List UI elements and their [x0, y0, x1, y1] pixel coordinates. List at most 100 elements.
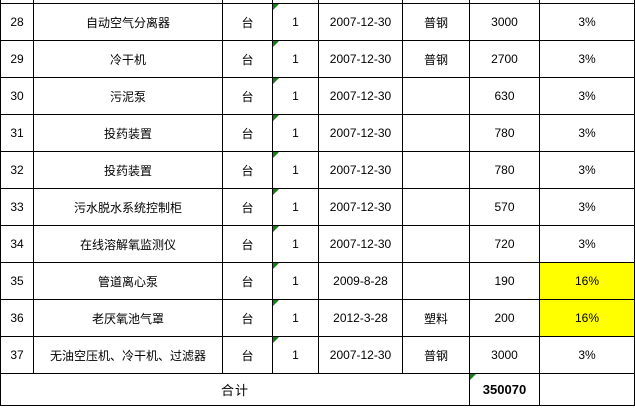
unit-cell[interactable]: 台 — [222, 77, 273, 115]
date-cell[interactable]: 2012-3-28 — [318, 299, 403, 337]
equipment-name-cell[interactable]: 投药装置 — [33, 151, 223, 189]
total-rate-cell[interactable] — [539, 373, 635, 406]
date-cell[interactable]: 2007-12-30 — [318, 114, 403, 152]
unit-cell[interactable]: 台 — [222, 225, 273, 263]
equipment-name-cell[interactable]: 无油空压机、冷干机、过滤器 — [33, 336, 223, 374]
value-cell[interactable]: 190 — [469, 262, 540, 300]
value-cell[interactable]: 2700 — [469, 40, 540, 78]
date-cell[interactable]: 2007-12-30 — [318, 188, 403, 226]
date-cell[interactable]: 2007-12-30 — [318, 3, 403, 41]
row-number-cell[interactable]: 33 — [0, 188, 34, 226]
material-cell[interactable] — [402, 262, 470, 300]
value-cell[interactable]: 780 — [469, 114, 540, 152]
total-value-cell[interactable]: 350070 — [469, 373, 540, 406]
unit-cell[interactable]: 台 — [222, 299, 273, 337]
unit-cell[interactable]: 台 — [222, 151, 273, 189]
material-cell[interactable]: 普钢 — [402, 40, 470, 78]
unit-cell[interactable]: 台 — [222, 262, 273, 300]
material-cell[interactable]: 普钢 — [402, 3, 470, 41]
date-cell[interactable]: 2007-12-30 — [318, 77, 403, 115]
table-row: 28 自动空气分离器 台 1 2007-12-30 普钢 3000 3% — [0, 3, 635, 41]
material-cell[interactable] — [402, 225, 470, 263]
cell-flag-triangle-icon — [273, 263, 279, 269]
quantity-cell[interactable]: 1 — [272, 77, 319, 115]
cell-flag-triangle-icon — [273, 4, 279, 10]
unit-cell[interactable]: 台 — [222, 336, 273, 374]
cell-flag-triangle-icon — [273, 115, 279, 121]
quantity-cell[interactable]: 1 — [272, 151, 319, 189]
row-number-cell[interactable]: 29 — [0, 40, 34, 78]
date-cell[interactable]: 2007-12-30 — [318, 225, 403, 263]
date-cell[interactable]: 2007-12-30 — [318, 336, 403, 374]
quantity-cell[interactable]: 1 — [272, 299, 319, 337]
date-cell[interactable]: 2009-8-28 — [318, 262, 403, 300]
date-cell[interactable]: 2007-12-30 — [318, 40, 403, 78]
equipment-name-cell[interactable]: 在线溶解氧监测仪 — [33, 225, 223, 263]
quantity-cell[interactable]: 1 — [272, 188, 319, 226]
value-cell[interactable]: 630 — [469, 77, 540, 115]
rate-cell[interactable]: 3% — [539, 188, 635, 226]
quantity-cell[interactable]: 1 — [272, 114, 319, 152]
cell-flag-triangle-icon — [273, 226, 279, 232]
rate-cell[interactable]: 3% — [539, 3, 635, 41]
row-number-cell[interactable]: 35 — [0, 262, 34, 300]
cell-flag-triangle-icon — [273, 41, 279, 47]
quantity-cell[interactable]: 1 — [272, 262, 319, 300]
quantity-value: 1 — [292, 15, 299, 29]
rate-cell[interactable]: 3% — [539, 336, 635, 374]
table-row: 35 管道离心泵 台 1 2009-8-28 190 16% — [0, 262, 635, 300]
equipment-name-cell[interactable]: 老厌氧池气罩 — [33, 299, 223, 337]
row-number-cell[interactable]: 34 — [0, 225, 34, 263]
unit-cell[interactable]: 台 — [222, 188, 273, 226]
rate-cell[interactable]: 3% — [539, 114, 635, 152]
rate-cell[interactable]: 3% — [539, 225, 635, 263]
quantity-value: 1 — [292, 200, 299, 214]
value-cell[interactable]: 3000 — [469, 336, 540, 374]
equipment-name-cell[interactable]: 污泥泵 — [33, 77, 223, 115]
material-cell[interactable]: 普钢 — [402, 336, 470, 374]
unit-cell[interactable]: 台 — [222, 40, 273, 78]
equipment-name-cell[interactable]: 自动空气分离器 — [33, 3, 223, 41]
cell-flag-triangle-icon — [273, 300, 279, 306]
rate-cell[interactable]: 16% — [539, 262, 635, 300]
rate-cell[interactable]: 3% — [539, 40, 635, 78]
table-row: 30 污泥泵 台 1 2007-12-30 630 3% — [0, 77, 635, 115]
quantity-cell[interactable]: 1 — [272, 3, 319, 41]
total-row: 合计 350070 — [0, 373, 635, 406]
row-number-cell[interactable]: 36 — [0, 299, 34, 337]
row-number-cell[interactable]: 32 — [0, 151, 34, 189]
date-cell[interactable]: 2007-12-30 — [318, 151, 403, 189]
value-cell[interactable]: 3000 — [469, 3, 540, 41]
quantity-value: 1 — [292, 311, 299, 325]
row-number-cell[interactable]: 30 — [0, 77, 34, 115]
rate-cell[interactable]: 3% — [539, 77, 635, 115]
rate-cell[interactable]: 3% — [539, 151, 635, 189]
quantity-value: 1 — [292, 89, 299, 103]
unit-cell[interactable]: 台 — [222, 3, 273, 41]
value-cell[interactable]: 200 — [469, 299, 540, 337]
rate-cell[interactable]: 16% — [539, 299, 635, 337]
value-cell[interactable]: 570 — [469, 188, 540, 226]
equipment-name-cell[interactable]: 污水脱水系统控制柜 — [33, 188, 223, 226]
quantity-cell[interactable]: 1 — [272, 225, 319, 263]
unit-cell[interactable]: 台 — [222, 114, 273, 152]
material-cell[interactable] — [402, 188, 470, 226]
value-cell[interactable]: 780 — [469, 151, 540, 189]
quantity-value: 1 — [292, 274, 299, 288]
row-number-cell[interactable]: 37 — [0, 336, 34, 374]
equipment-name-cell[interactable]: 管道离心泵 — [33, 262, 223, 300]
total-label-cell[interactable]: 合计 — [0, 373, 470, 406]
equipment-name-cell[interactable]: 投药装置 — [33, 114, 223, 152]
material-cell[interactable] — [402, 151, 470, 189]
material-cell[interactable] — [402, 77, 470, 115]
row-number-cell[interactable]: 28 — [0, 3, 34, 41]
table-row: 36 老厌氧池气罩 台 1 2012-3-28 塑料 200 16% — [0, 299, 635, 337]
quantity-cell[interactable]: 1 — [272, 336, 319, 374]
value-cell[interactable]: 720 — [469, 225, 540, 263]
material-cell[interactable] — [402, 114, 470, 152]
material-cell[interactable]: 塑料 — [402, 299, 470, 337]
row-number-cell[interactable]: 31 — [0, 114, 34, 152]
equipment-name-cell[interactable]: 冷干机 — [33, 40, 223, 78]
quantity-cell[interactable]: 1 — [272, 40, 319, 78]
